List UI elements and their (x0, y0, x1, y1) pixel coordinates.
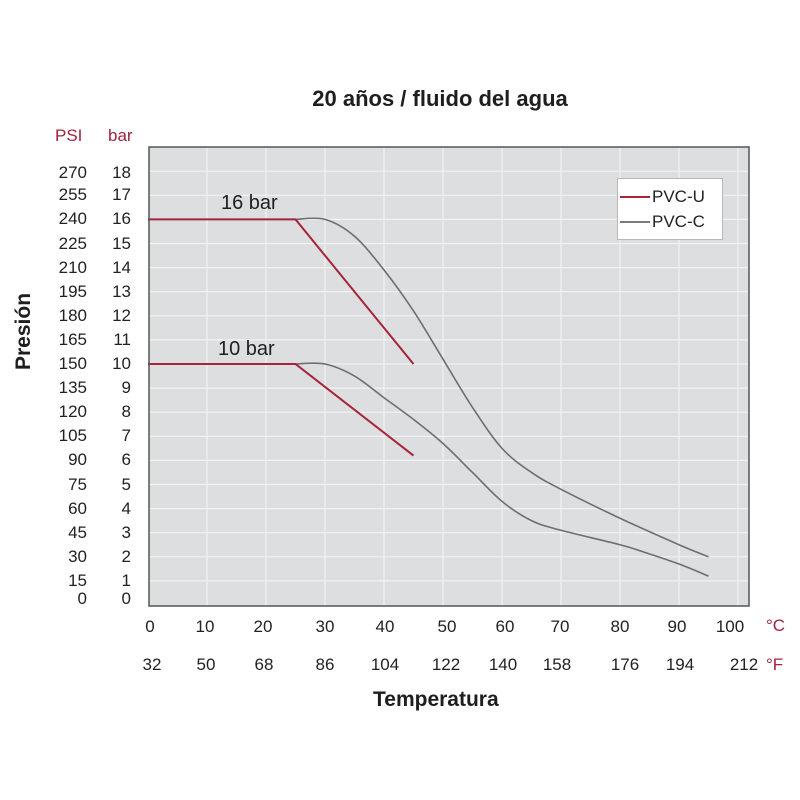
x-tick-fahrenheit: 212 (729, 655, 759, 674)
x-tick-fahrenheit: 86 (315, 655, 335, 674)
x-tick-fahrenheit: 68 (254, 655, 274, 674)
x-tick-celsius: 40 (375, 617, 395, 636)
legend: PVC-U PVC-C (617, 178, 723, 240)
y-tick-bar: 3 (121, 522, 131, 542)
legend-label: PVC-U (652, 187, 705, 206)
legend-item-pvc-c: PVC-C (620, 212, 705, 232)
x-tick-celsius: 60 (495, 617, 515, 636)
x-tick-celsius: 10 (195, 617, 215, 636)
y-tick-psi: 135 (58, 378, 87, 398)
annotation-10-bar: 10 bar (218, 338, 275, 360)
y-tick-psi: 255 (58, 185, 87, 205)
y-tick-bar: 17 (112, 185, 131, 205)
x-tick-celsius: 90 (667, 617, 687, 636)
y-tick-psi: 180 (58, 305, 87, 325)
y-tick-bar: 18 (112, 163, 131, 183)
y-tick-bar: 13 (112, 281, 131, 301)
y-tick-bar: 9 (121, 378, 131, 398)
x-tick-fahrenheit: 32 (142, 655, 162, 674)
y-tick-bar: 1 (121, 570, 131, 590)
chart-title: 20 años / fluido del agua (312, 86, 568, 111)
y-tick-psi: 15 (68, 570, 87, 590)
y-tick-psi: 105 (58, 426, 87, 446)
y-tick-bar: 15 (112, 233, 131, 253)
x-tick-celsius: 0 (145, 617, 155, 636)
series-line-pvc-u-10-bar (148, 363, 415, 457)
y-tick-bar: 12 (112, 305, 131, 325)
x-tick-fahrenheit: 140 (488, 655, 518, 674)
x-tick-fahrenheit: 158 (542, 655, 572, 674)
x-tick-fahrenheit: 104 (370, 655, 400, 674)
y-tick-psi: 195 (58, 281, 87, 301)
y-tick-bar: 16 (112, 209, 131, 229)
x-tick-celsius: 20 (253, 617, 273, 636)
y-tick-bar: 10 (112, 354, 131, 373)
series-line-pvc-c-10-bar (295, 362, 709, 577)
y-tick-psi: 0 (77, 589, 87, 608)
x-tick-celsius: 70 (550, 617, 570, 636)
annotation-16-bar: 16 bar (221, 192, 278, 214)
y-axis-psi-header: PSI (55, 126, 83, 145)
y-tick-psi: 120 (58, 402, 87, 422)
legend-label: PVC-C (652, 212, 705, 231)
y-axis-bar-header: bar (108, 126, 133, 145)
y-tick-psi: 165 (58, 329, 87, 349)
legend-swatch-red-icon (620, 196, 650, 198)
y-tick-psi: 60 (68, 498, 87, 518)
x-axis-celsius-unit: °C (766, 616, 786, 635)
y-tick-psi: 210 (58, 257, 87, 277)
x-tick-fahrenheit: 50 (196, 655, 216, 674)
y-tick-bar: 14 (112, 257, 131, 277)
y-tick-bar: 0 (121, 589, 131, 608)
y-tick-bar: 7 (121, 426, 131, 446)
y-tick-psi: 150 (58, 354, 87, 373)
x-tick-celsius: 30 (315, 617, 335, 636)
x-axis-fahrenheit-unit: °F (766, 655, 784, 674)
data-lines (148, 217, 709, 577)
y-tick-bar: 8 (121, 402, 131, 422)
x-tick-fahrenheit: 122 (431, 655, 461, 674)
series-line-pvc-u-16-bar (148, 218, 415, 365)
y-tick-psi: 75 (68, 474, 87, 494)
y-tick-bar: 2 (121, 546, 131, 566)
y-tick-psi: 270 (58, 163, 87, 183)
y-tick-psi: 225 (58, 233, 87, 253)
legend-item-pvc-u: PVC-U (620, 187, 705, 207)
x-tick-celsius: 100 (715, 617, 745, 636)
x-tick-fahrenheit: 176 (610, 655, 640, 674)
y-tick-psi: 45 (68, 522, 87, 542)
series-line-pvc-c-16-bar (295, 217, 709, 558)
x-axis-title: Temperatura (373, 688, 499, 711)
x-tick-fahrenheit: 194 (665, 655, 695, 674)
y-tick-bar: 11 (113, 329, 131, 349)
y-tick-bar: 6 (121, 450, 131, 470)
y-tick-psi: 90 (68, 450, 87, 470)
plot-frame (148, 146, 750, 607)
y-tick-bar: 5 (121, 474, 131, 494)
y-tick-psi: 240 (58, 209, 87, 229)
legend-swatch-gray-icon (620, 221, 650, 223)
y-tick-bar: 4 (121, 498, 131, 518)
x-tick-celsius: 80 (610, 617, 630, 636)
x-tick-celsius: 50 (437, 617, 457, 636)
y-tick-psi: 30 (68, 546, 87, 566)
